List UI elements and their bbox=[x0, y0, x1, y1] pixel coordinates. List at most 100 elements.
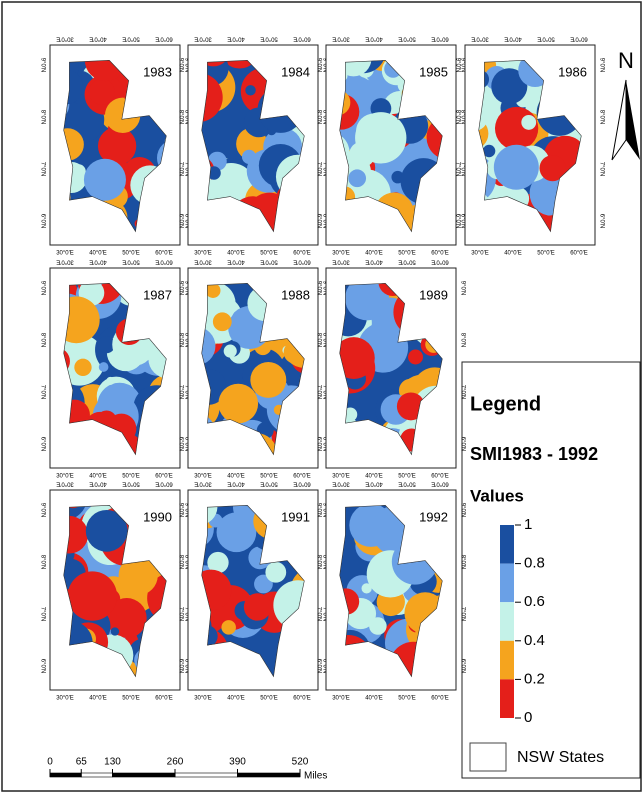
map-blob bbox=[361, 583, 372, 594]
map-blob bbox=[63, 128, 84, 161]
x-tick-label: 50°0'E bbox=[260, 696, 278, 702]
legend-break-label: 0 bbox=[524, 709, 532, 726]
y-tick-label: 7°0'N bbox=[39, 385, 45, 400]
map-blob bbox=[482, 144, 496, 158]
north-arrow: N bbox=[611, 48, 640, 161]
map-blob bbox=[349, 141, 376, 168]
map-blob bbox=[245, 85, 256, 96]
x-tick-label: 40°0'E bbox=[365, 480, 383, 486]
x-tick-label: 60°0'E bbox=[431, 480, 449, 486]
panel-year: 1987 bbox=[143, 287, 172, 302]
x-tick-label: 30°0'E bbox=[332, 696, 350, 702]
panel-year: 1989 bbox=[419, 287, 448, 302]
map-blob bbox=[218, 383, 259, 424]
y-tick-label: 8°0'N bbox=[183, 333, 189, 348]
y-tick-label: 7°0'N bbox=[321, 385, 327, 400]
x-tick-label: 30°0'E bbox=[194, 258, 212, 264]
y-tick-label: 8°0'N bbox=[315, 555, 321, 570]
x-tick-label: 30°0'E bbox=[471, 251, 489, 257]
x-tick-label: 50°0'E bbox=[260, 35, 278, 41]
x-tick-label: 30°0'E bbox=[194, 35, 212, 41]
map-blob bbox=[212, 312, 232, 332]
north-label: N bbox=[618, 48, 634, 73]
x-tick-label: 40°0'E bbox=[365, 696, 383, 702]
scale-segment bbox=[112, 772, 176, 778]
x-tick-label: 50°0'E bbox=[398, 480, 416, 486]
x-tick-label: 30°0'E bbox=[332, 35, 350, 41]
x-tick-label: 60°0'E bbox=[293, 696, 311, 702]
scale-segment bbox=[237, 772, 301, 778]
x-tick-label: 30°0'E bbox=[56, 251, 74, 257]
x-tick-label: 50°0'E bbox=[398, 696, 416, 702]
legend-values-title: Values bbox=[470, 486, 524, 505]
map-blob bbox=[201, 72, 223, 123]
y-tick-label: 9°0'N bbox=[459, 281, 465, 296]
y-tick-label: 7°0'N bbox=[39, 162, 45, 177]
scale-label: 130 bbox=[104, 757, 121, 768]
y-tick-label: 8°0'N bbox=[459, 555, 465, 570]
map-blob bbox=[205, 283, 221, 298]
y-tick-label: 6°0'N bbox=[177, 659, 183, 674]
y-tick-label: 9°0'N bbox=[321, 281, 327, 296]
x-tick-label: 60°0'E bbox=[431, 35, 449, 41]
map-blob bbox=[110, 627, 120, 636]
x-tick-label: 40°0'E bbox=[365, 35, 383, 41]
map-blob bbox=[491, 68, 528, 105]
map-blob bbox=[97, 335, 116, 354]
map-blob bbox=[88, 79, 115, 105]
y-tick-label: 6°0'N bbox=[183, 214, 189, 229]
y-tick-label: 8°0'N bbox=[39, 110, 45, 125]
x-tick-label: 40°0'E bbox=[89, 480, 107, 486]
map-blob bbox=[273, 580, 305, 630]
x-tick-label: 30°0'E bbox=[194, 696, 212, 702]
legend-swatch bbox=[500, 640, 514, 680]
x-tick-label: 60°0'E bbox=[155, 258, 173, 264]
legend-swatch bbox=[500, 525, 514, 564]
y-tick-label: 7°0'N bbox=[321, 607, 327, 622]
y-tick-label: 7°0'N bbox=[459, 607, 465, 622]
x-tick-label: 40°0'E bbox=[227, 35, 245, 41]
map-blob bbox=[254, 574, 273, 594]
x-tick-label: 50°0'E bbox=[260, 258, 278, 264]
scale-segment bbox=[174, 772, 238, 778]
y-tick-label: 7°0'N bbox=[183, 162, 189, 177]
x-tick-label: 50°0'E bbox=[398, 258, 416, 264]
map-blob bbox=[83, 158, 126, 201]
map-outline bbox=[63, 505, 167, 678]
map-blob bbox=[63, 505, 88, 521]
x-tick-label: 60°0'E bbox=[293, 35, 311, 41]
y-tick-label: 8°0'N bbox=[183, 555, 189, 570]
y-tick-label: 8°0'N bbox=[177, 555, 183, 570]
legend-break-label: 0.6 bbox=[524, 593, 545, 610]
map-blob bbox=[493, 144, 539, 190]
y-tick-label: 9°0'N bbox=[459, 58, 465, 73]
map-blob bbox=[241, 149, 257, 164]
y-tick-label: 9°0'N bbox=[39, 58, 45, 73]
scale-label: 260 bbox=[167, 757, 184, 768]
y-tick-label: 8°0'N bbox=[459, 333, 465, 348]
x-tick-label: 60°0'E bbox=[155, 474, 173, 480]
y-tick-label: 6°0'N bbox=[598, 214, 604, 229]
x-tick-label: 40°0'E bbox=[227, 474, 245, 480]
map-blob bbox=[118, 555, 158, 596]
y-tick-label: 8°0'N bbox=[459, 110, 465, 125]
map-outline bbox=[478, 60, 582, 233]
arrow-right bbox=[626, 80, 640, 160]
y-tick-label: 9°0'N bbox=[321, 58, 327, 73]
x-tick-label: 60°0'E bbox=[293, 251, 311, 257]
legend-swatch bbox=[500, 679, 514, 718]
y-tick-label: 6°0'N bbox=[459, 659, 465, 674]
y-tick-label: 7°0'N bbox=[598, 162, 604, 177]
x-tick-label: 40°0'E bbox=[227, 696, 245, 702]
x-tick-label: 30°0'E bbox=[56, 480, 74, 486]
x-tick-label: 50°0'E bbox=[122, 251, 140, 257]
y-tick-label: 9°0'N bbox=[315, 503, 321, 518]
map-blob bbox=[67, 571, 118, 621]
map-blob bbox=[369, 617, 387, 635]
y-tick-label: 9°0'N bbox=[183, 503, 189, 518]
y-tick-label: 9°0'N bbox=[459, 503, 465, 518]
map-blob bbox=[348, 169, 367, 188]
y-tick-label: 8°0'N bbox=[183, 110, 189, 125]
y-tick-label: 6°0'N bbox=[177, 437, 183, 452]
y-tick-label: 6°0'N bbox=[315, 214, 321, 229]
